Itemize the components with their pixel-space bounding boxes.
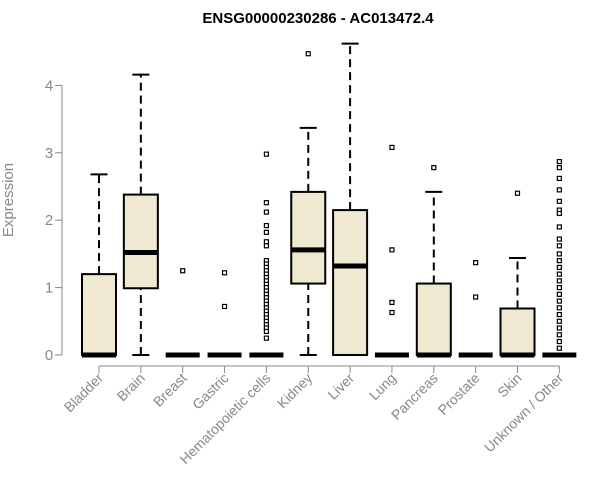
outlier-point [556,258,562,264]
x-category-label: Lung [366,370,399,403]
outlier-point [556,243,562,249]
x-category-label: Kidney [274,370,316,412]
y-tick-label: 2 [45,212,53,229]
box-brain [122,73,159,356]
x-category-label: Bladder [61,370,107,416]
box-gastric [207,270,242,358]
outlier-point [556,325,562,331]
box-hematopoietic-cells [249,151,284,358]
outlier-point [263,239,269,245]
outlier-point [514,190,521,196]
outlier-point [263,335,269,341]
outlier-point [556,291,562,297]
y-axis-label: Expression [0,163,17,237]
boxplot-series [81,42,577,358]
box-iqr [332,209,369,356]
outlier-point [221,270,228,276]
outlier-point [180,268,186,274]
outlier-point [556,198,562,204]
box-lung [374,144,409,358]
outlier-point [556,210,562,217]
outlier-point [556,187,562,193]
outlier-point [556,338,562,345]
outlier-point [389,247,395,253]
box-skin [499,190,536,358]
box-pancreas [415,165,452,358]
outlier-point [263,243,269,249]
outlier-point [556,165,562,171]
x-category-label: Breast [150,370,190,410]
outlier-point [556,305,562,311]
outlier-point [556,251,562,257]
x-category-label: Brain [114,370,148,404]
box-iqr [415,282,452,356]
chart-title: ENSG00000230286 - AC013472.4 [202,10,434,27]
outlier-point [556,298,562,304]
y-tick-label: 4 [45,77,53,94]
x-category-label: Unknown / Other [481,370,567,456]
y-tick-label: 0 [45,347,53,364]
box-iqr [122,193,159,290]
outlier-point [389,309,395,316]
outlier-point [556,345,562,351]
outlier-point [431,165,437,171]
outlier-point [556,175,562,182]
outlier-point [556,236,562,242]
outlier-point [473,260,479,266]
outlier-point [556,224,562,230]
box-breast [165,268,200,358]
outlier-point [556,332,562,338]
outlier-point [556,278,562,284]
x-category-label: Prostate [435,370,483,418]
outlier-point [556,285,562,291]
x-category-label: Skin [494,370,525,401]
y-axis: 0 1 2 3 4 [45,77,63,364]
box-kidney [290,51,327,356]
x-category-label: Pancreas [388,370,441,423]
box-iqr [81,273,117,356]
outlier-point [221,303,228,310]
outlier-point [473,294,479,300]
outlier-point [263,222,269,229]
outlier-point [556,271,562,277]
x-category-label: Liver [324,370,357,403]
box-liver [332,42,369,356]
box-iqr [290,190,327,285]
y-tick-label: 1 [45,280,53,297]
outlier-point [263,328,269,335]
box-bladder [81,173,117,358]
y-tick-label: 3 [45,145,53,162]
outlier-point [263,229,269,235]
outlier-point [263,209,269,215]
outlier-point [305,51,311,57]
outlier-point [263,200,269,206]
outlier-point [556,158,562,165]
outlier-point [389,299,395,306]
outlier-point [556,264,562,270]
outlier-point [263,151,269,157]
outlier-point [556,318,562,324]
outlier-point [556,311,562,318]
box-iqr [499,307,536,356]
outlier-point [389,144,395,151]
box-prostate [458,260,493,358]
box-unknown-other [542,158,577,358]
